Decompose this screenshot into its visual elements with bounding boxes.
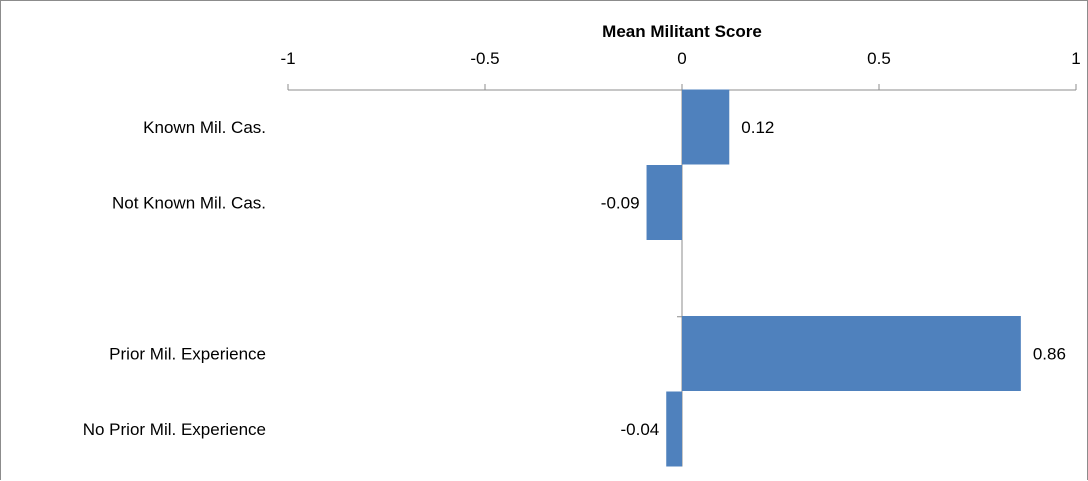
- data-label: -0.04: [620, 420, 659, 439]
- x-tick-label: -0.5: [470, 49, 499, 68]
- bar: [682, 89, 730, 165]
- category-labels: Known Mil. Cas. Not Known Mil. Cas. Prior …: [83, 118, 266, 439]
- category-label: Known Mil. Cas.: [143, 118, 266, 137]
- x-axis-ticks: -1 -0.5 0 0.5 1: [280, 49, 1081, 318]
- bar: [682, 316, 1021, 391]
- bars: [646, 89, 1021, 467]
- category-label: No Prior Mil. Experience: [83, 420, 266, 439]
- x-tick-label: 0: [677, 49, 686, 68]
- bar: [646, 165, 682, 240]
- category-label: Not Known Mil. Cas.: [112, 194, 266, 213]
- x-tick-label: 1: [1071, 49, 1080, 68]
- bar: [666, 391, 682, 467]
- x-tick-label: -1: [280, 49, 295, 68]
- data-label: 0.86: [1033, 345, 1066, 364]
- data-labels: 0.12 -0.09 0.86 -0.04: [601, 118, 1066, 439]
- x-tick-label: 0.5: [867, 49, 891, 68]
- data-label: 0.12: [741, 118, 774, 137]
- data-label: -0.09: [601, 194, 640, 213]
- category-label: Prior Mil. Experience: [109, 345, 266, 364]
- x-axis-title: Mean Militant Score: [602, 22, 762, 41]
